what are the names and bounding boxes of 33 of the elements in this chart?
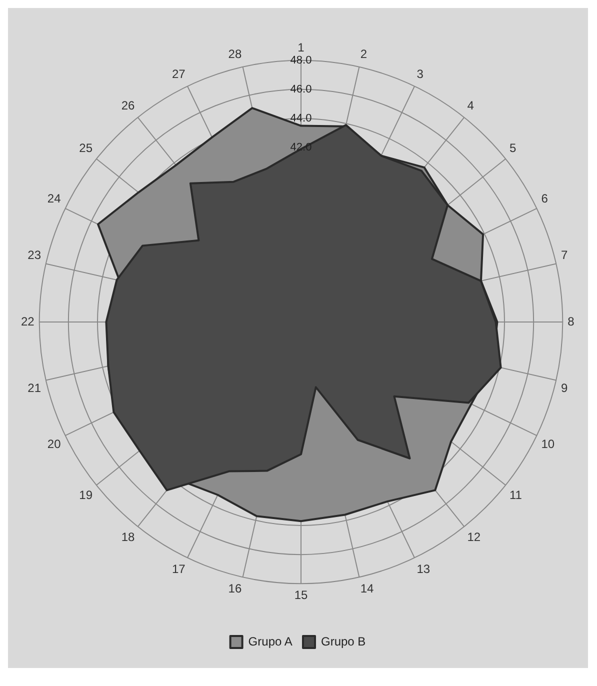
spoke-label: 2 <box>360 47 368 62</box>
spoke-label: 11 <box>509 488 522 502</box>
spoke-label: 10 <box>541 437 555 452</box>
spoke-label: 13 <box>416 562 430 576</box>
spoke-label: 4 <box>467 98 474 113</box>
legend-label: Grupo B <box>321 634 366 648</box>
spoke-label: 20 <box>47 437 62 452</box>
spoke-label: 3 <box>416 66 424 81</box>
spoke-label: 18 <box>121 530 136 544</box>
spoke-label: 28 <box>228 47 242 62</box>
spoke-label: 5 <box>509 140 516 155</box>
spoke-label: 12 <box>467 530 481 544</box>
spoke-label: 6 <box>541 191 548 206</box>
spoke-label: 22 <box>20 314 35 328</box>
spoke-label: 1 <box>298 40 305 54</box>
spoke-label: 17 <box>172 562 186 576</box>
y-tick-label: 46.0 <box>290 83 312 96</box>
spoke-label: 16 <box>228 581 242 596</box>
spoke-label: 9 <box>560 380 568 395</box>
spoke-label: 7 <box>560 248 568 262</box>
spoke-label: 23 <box>28 248 42 262</box>
legend-label: Grupo A <box>248 634 292 648</box>
y-tick-label: 44.0 <box>290 112 312 125</box>
spoke-label: 15 <box>294 588 308 602</box>
y-tick-label: 48.0 <box>290 54 312 66</box>
spoke-label: 26 <box>121 98 136 113</box>
spoke-label: 8 <box>568 314 575 328</box>
spoke-label: 19 <box>79 488 93 502</box>
spoke-label: 24 <box>47 191 62 206</box>
spoke-label: 27 <box>172 66 186 81</box>
spoke-label: 21 <box>28 380 42 395</box>
spoke-label: 25 <box>79 140 93 155</box>
spoke-label: 14 <box>360 581 374 596</box>
